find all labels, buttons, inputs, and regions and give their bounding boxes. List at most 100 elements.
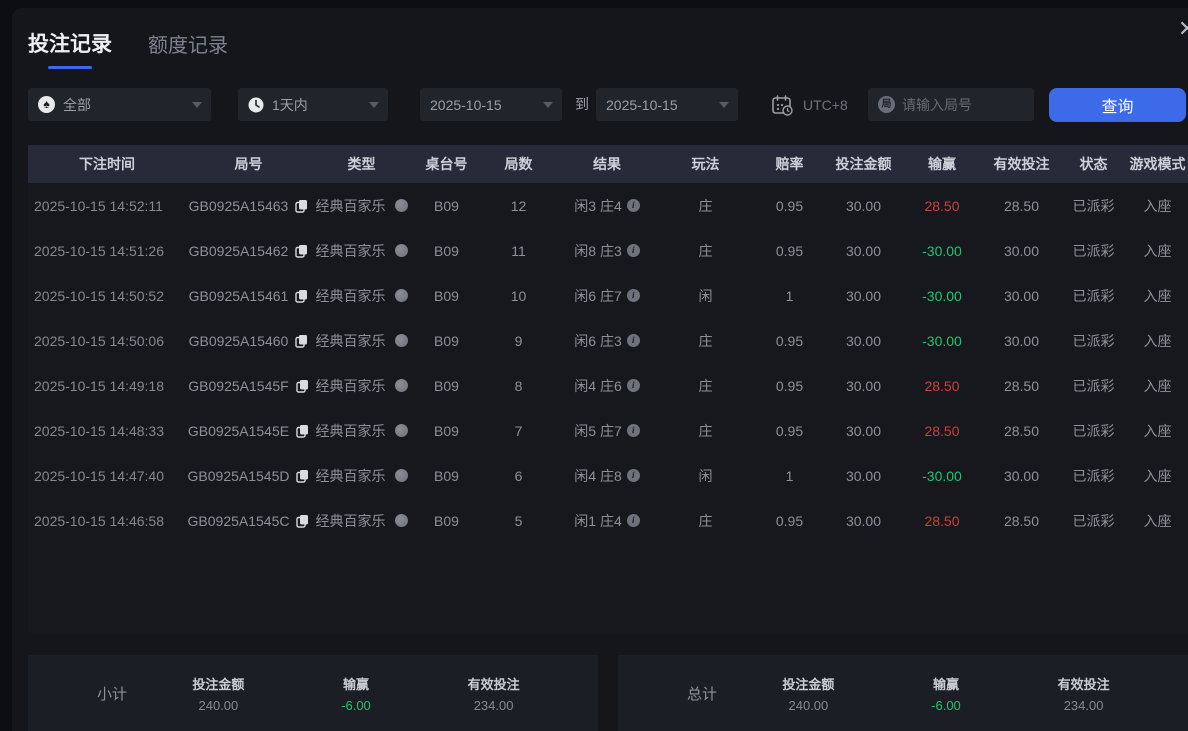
- table-row[interactable]: 2025-10-15 14:49:18 GB0925A1545F 经典百家乐 B…: [28, 363, 1188, 408]
- game-type-badge-icon[interactable]: [394, 469, 408, 482]
- round-id-text: GB0925A15461: [188, 287, 289, 304]
- game-type-badge-icon[interactable]: [394, 334, 408, 347]
- copy-icon[interactable]: [295, 334, 308, 348]
- cell-game-type: 经典百家乐: [311, 511, 412, 531]
- info-icon[interactable]: i: [626, 199, 640, 212]
- cell-game-type: 经典百家乐: [311, 331, 412, 351]
- round-number-input[interactable]: [868, 88, 1034, 121]
- info-icon[interactable]: i: [626, 469, 640, 482]
- cell-odds: 0.95: [775, 377, 804, 394]
- tab-betting-records-label: 投注记录: [28, 33, 112, 56]
- total-valid-bet-value: 234.00: [1063, 697, 1104, 713]
- cell-bet-time: 2025-10-15 14:52:11: [34, 197, 163, 214]
- game-type-dropdown[interactable]: ♠ 全部: [28, 88, 211, 121]
- result-text: 闲8 庄3: [574, 242, 622, 259]
- info-icon[interactable]: i: [626, 289, 640, 302]
- info-icon[interactable]: i: [626, 379, 640, 392]
- info-icon[interactable]: i: [626, 334, 640, 347]
- date-from-value: 2025-10-15: [430, 96, 502, 113]
- cell-round-count: 8: [514, 377, 523, 394]
- subtotal-panel: 小计 投注金额 240.00 输赢 -6.00 有效投注 234.00: [28, 655, 598, 731]
- cell-odds: 0.95: [775, 422, 804, 439]
- tab-betting-records[interactable]: 投注记录: [28, 28, 112, 69]
- cell-play-type: 庄: [698, 332, 713, 349]
- table-row[interactable]: 2025-10-15 14:50:52 GB0925A15461 经典百家乐 B…: [28, 273, 1188, 318]
- cell-win-loss: -30.00: [922, 332, 962, 349]
- info-icon[interactable]: i: [626, 244, 640, 257]
- cell-play-type: 庄: [698, 512, 713, 529]
- copy-icon[interactable]: [296, 379, 309, 393]
- cell-game-mode: 入座: [1143, 242, 1172, 259]
- date-from-picker[interactable]: 2025-10-15: [420, 88, 562, 121]
- subtotal-win-loss-label: 输赢: [342, 676, 369, 692]
- date-to-picker[interactable]: 2025-10-15: [596, 88, 738, 121]
- copy-icon[interactable]: [295, 199, 308, 213]
- info-icon[interactable]: i: [626, 424, 640, 437]
- tab-quota-records-label: 额度记录: [148, 35, 228, 57]
- total-bet-amount-value: 240.00: [788, 697, 829, 713]
- table-row[interactable]: 2025-10-15 14:52:11 GB0925A15463 经典百家乐 B…: [28, 183, 1188, 228]
- cell-bet-amount: 30.00: [845, 512, 882, 529]
- calendar-clock-icon[interactable]: [770, 93, 794, 117]
- cell-table-no: B09: [434, 422, 459, 439]
- chevron-down-icon: [192, 102, 202, 108]
- result-text: 闲6 庄7: [574, 287, 622, 304]
- game-type-badge-icon[interactable]: [394, 379, 408, 392]
- subtotal-win-loss: 输赢 -6.00: [341, 674, 371, 713]
- subtotal-label: 小计: [96, 685, 127, 703]
- cell-win-loss: 28.50: [924, 512, 960, 529]
- cell-odds: 1: [785, 287, 794, 304]
- column-header: 有效投注: [993, 156, 1050, 172]
- cell-bet-time: 2025-10-15 14:49:18: [34, 377, 164, 394]
- column-header: 玩法: [691, 156, 720, 172]
- table-row[interactable]: 2025-10-15 14:47:40 GB0925A1545D 经典百家乐 B…: [28, 453, 1188, 498]
- cell-bet-amount: 30.00: [845, 467, 882, 484]
- copy-icon[interactable]: [296, 514, 309, 528]
- cell-bet-time: 2025-10-15 14:47:40: [34, 467, 164, 484]
- copy-icon[interactable]: [296, 469, 309, 483]
- game-type-text: 经典百家乐: [315, 512, 386, 529]
- cell-round-id: GB0925A15462: [186, 243, 311, 259]
- cell-result: 闲1 庄4 i: [556, 511, 658, 531]
- info-icon[interactable]: i: [626, 514, 640, 527]
- bet-records-table: 下注时间 局号 类型 桌台号 局数 结果 玩法 赔率 投注金额 输赢 有效投注 状态 游戏模式 2025…: [28, 145, 1188, 633]
- time-range-dropdown[interactable]: 1天内: [238, 88, 388, 121]
- column-header: 投注金额: [835, 156, 892, 172]
- cell-win-loss: 28.50: [924, 197, 960, 214]
- game-type-badge-icon[interactable]: [394, 244, 408, 257]
- round-id-text: GB0925A1545E: [187, 422, 290, 439]
- tab-quota-records[interactable]: 额度记录: [148, 29, 228, 58]
- query-button[interactable]: 查询: [1049, 88, 1186, 122]
- total-valid-bet-label: 有效投注: [1057, 676, 1110, 692]
- result-text: 闲4 庄6: [574, 377, 622, 394]
- column-header: 类型: [347, 156, 376, 172]
- copy-icon[interactable]: [295, 289, 308, 303]
- table-row[interactable]: 2025-10-15 14:48:33 GB0925A1545E 经典百家乐 B…: [28, 408, 1188, 453]
- cell-round-id: GB0925A1545C: [186, 513, 311, 529]
- cell-bet-time: 2025-10-15 14:50:52: [34, 287, 164, 304]
- round-id-text: GB0925A15463: [188, 197, 289, 214]
- game-type-badge-icon[interactable]: [394, 514, 408, 527]
- game-type-badge-icon[interactable]: [394, 424, 408, 437]
- total-items: 投注金额 240.00 输赢 -6.00 有效投注 234.00: [734, 674, 1188, 713]
- game-type-badge-icon[interactable]: [394, 199, 408, 212]
- copy-icon[interactable]: [295, 244, 308, 258]
- table-row[interactable]: 2025-10-15 14:50:06 GB0925A15460 经典百家乐 B…: [28, 318, 1188, 363]
- records-panel: 投注记录 额度记录 ✕ ♠ 全部 1天内 2025-10-15 到: [12, 8, 1188, 731]
- cell-round-count: 12: [510, 197, 527, 214]
- game-type-badge-icon[interactable]: [394, 289, 408, 302]
- table-row[interactable]: 2025-10-15 14:51:26 GB0925A15462 经典百家乐 B…: [28, 228, 1188, 273]
- cell-round-id: GB0925A15463: [186, 198, 311, 214]
- round-id-text: GB0925A15462: [188, 242, 289, 259]
- cell-valid-bet: 30.00: [1003, 242, 1040, 259]
- table-row[interactable]: 2025-10-15 14:46:58 GB0925A1545C 经典百家乐 B…: [28, 498, 1188, 543]
- cell-bet-amount: 30.00: [845, 422, 882, 439]
- copy-icon[interactable]: [296, 424, 309, 438]
- close-icon[interactable]: ✕: [1178, 16, 1188, 41]
- total-win-loss: 输赢 -6.00: [931, 674, 961, 713]
- cell-win-loss: 28.50: [924, 377, 960, 394]
- cell-table-no: B09: [434, 467, 459, 484]
- game-type-text: 经典百家乐: [315, 287, 386, 304]
- total-bet-amount: 投注金额 240.00: [782, 674, 834, 713]
- table-header-row: 下注时间 局号 类型 桌台号 局数 结果 玩法 赔率 投注金额 输赢 有效投注 状态 游戏模式: [28, 145, 1188, 183]
